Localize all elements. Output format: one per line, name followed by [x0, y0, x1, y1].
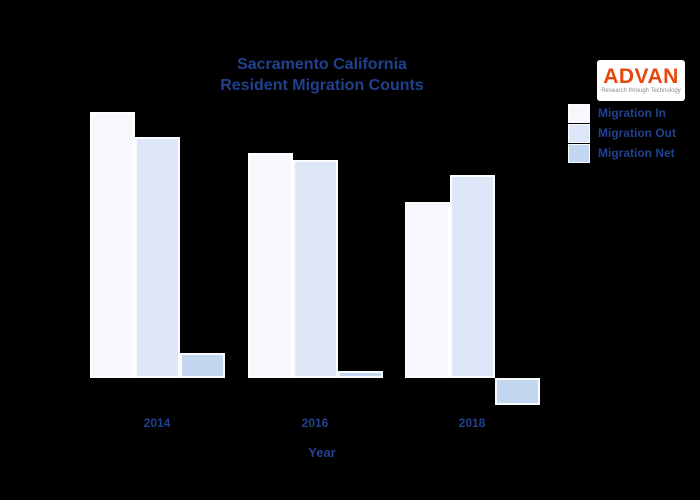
bar-migration-in-2014 — [89, 112, 135, 378]
legend-item-migration-in: Migration In — [568, 103, 676, 123]
chart-title-line1: Sacramento California — [237, 56, 407, 73]
advan-logo-tagline: Research through Technology — [601, 88, 681, 94]
bar-migration-in-2018 — [404, 202, 450, 378]
legend-label-migration-in: Migration In — [598, 106, 666, 120]
legend-swatch-migration-in — [568, 103, 590, 123]
bar-migration-net-2016 — [337, 371, 383, 378]
bar-migration-out-2016 — [292, 160, 338, 378]
legend-swatch-migration-out — [568, 123, 590, 143]
x-axis-label: Year — [308, 445, 336, 460]
legend-label-migration-out: Migration Out — [598, 126, 676, 140]
legend: Migration In Migration Out Migration Net — [568, 103, 676, 163]
advan-logo: ADVAN Research through Technology — [597, 60, 685, 101]
chart-title: Sacramento California Resident Migration… — [220, 54, 424, 96]
bar-migration-in-2016 — [247, 153, 293, 378]
legend-item-migration-net: Migration Net — [568, 143, 676, 163]
legend-label-migration-net: Migration Net — [598, 146, 675, 160]
bar-migration-out-2018 — [449, 175, 495, 378]
advan-logo-text: ADVAN — [603, 65, 679, 88]
x-tick-2018: 2018 — [458, 416, 486, 430]
chart-title-line2: Resident Migration Counts — [220, 77, 424, 94]
bar-migration-net-2014 — [179, 353, 225, 378]
legend-swatch-migration-net — [568, 143, 590, 163]
x-tick-2016: 2016 — [301, 416, 329, 430]
bar-migration-out-2014 — [134, 137, 180, 378]
legend-item-migration-out: Migration Out — [568, 123, 676, 143]
bar-migration-net-2018 — [494, 378, 540, 405]
x-tick-2014: 2014 — [143, 416, 171, 430]
